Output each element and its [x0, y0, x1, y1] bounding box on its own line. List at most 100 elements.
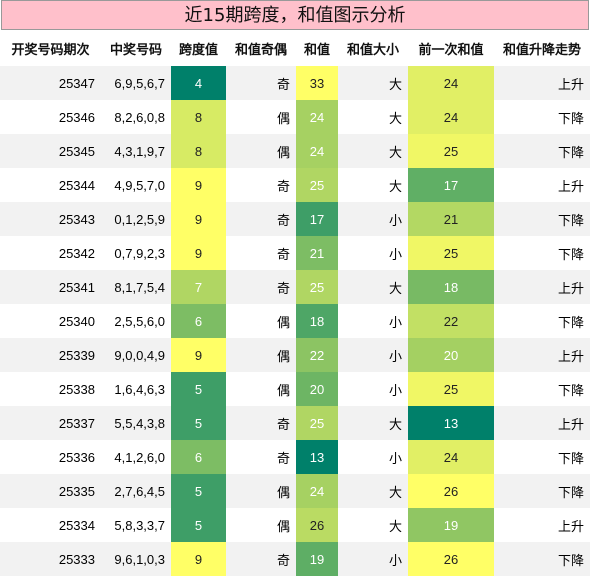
cell-span: 4 [171, 66, 226, 100]
cell-prev-sum: 24 [408, 66, 494, 100]
cell-numbers: 9,6,1,0,3 [101, 542, 171, 576]
table-row: 25341 8,1,7,5,4 7 奇 25 大 18 上升 [0, 270, 590, 304]
cell-sum: 24 [296, 474, 338, 508]
cell-numbers: 5,5,4,3,8 [101, 406, 171, 440]
cell-period: 25338 [0, 372, 101, 406]
cell-sum: 13 [296, 440, 338, 474]
header-parity: 和值奇偶 [226, 30, 296, 66]
cell-span: 8 [171, 100, 226, 134]
cell-prev-sum: 25 [408, 236, 494, 270]
cell-numbers: 8,2,6,0,8 [101, 100, 171, 134]
cell-size: 大 [338, 134, 408, 168]
cell-parity: 奇 [226, 202, 296, 236]
cell-trend: 下降 [494, 304, 590, 338]
cell-prev-sum: 24 [408, 440, 494, 474]
cell-sum: 25 [296, 406, 338, 440]
cell-numbers: 0,1,2,5,9 [101, 202, 171, 236]
cell-parity: 奇 [226, 406, 296, 440]
cell-parity: 偶 [226, 338, 296, 372]
cell-sum: 25 [296, 168, 338, 202]
header-numbers: 中奖号码 [101, 30, 171, 66]
cell-prev-sum: 25 [408, 372, 494, 406]
cell-period: 25333 [0, 542, 101, 576]
cell-numbers: 4,1,2,6,0 [101, 440, 171, 474]
cell-span: 9 [171, 338, 226, 372]
cell-size: 大 [338, 168, 408, 202]
cell-span: 9 [171, 542, 226, 576]
cell-parity: 偶 [226, 474, 296, 508]
cell-period: 25336 [0, 440, 101, 474]
cell-span: 9 [171, 202, 226, 236]
header-size: 和值大小 [338, 30, 408, 66]
cell-period: 25346 [0, 100, 101, 134]
cell-prev-sum: 13 [408, 406, 494, 440]
cell-sum: 19 [296, 542, 338, 576]
cell-size: 大 [338, 100, 408, 134]
cell-prev-sum: 26 [408, 474, 494, 508]
cell-trend: 下降 [494, 202, 590, 236]
cell-trend: 上升 [494, 270, 590, 304]
cell-prev-sum: 24 [408, 100, 494, 134]
cell-numbers: 1,6,4,6,3 [101, 372, 171, 406]
table-row: 25335 2,7,6,4,5 5 偶 24 大 26 下降 [0, 474, 590, 508]
table-row: 25347 6,9,5,6,7 4 奇 33 大 24 上升 [0, 66, 590, 100]
cell-trend: 上升 [494, 406, 590, 440]
cell-size: 大 [338, 66, 408, 100]
cell-sum: 20 [296, 372, 338, 406]
cell-sum: 33 [296, 66, 338, 100]
table-row: 25337 5,5,4,3,8 5 奇 25 大 13 上升 [0, 406, 590, 440]
cell-period: 25341 [0, 270, 101, 304]
cell-parity: 奇 [226, 542, 296, 576]
cell-parity: 偶 [226, 304, 296, 338]
cell-trend: 上升 [494, 508, 590, 542]
cell-parity: 偶 [226, 100, 296, 134]
cell-parity: 偶 [226, 372, 296, 406]
header-period: 开奖号码期次 [0, 30, 101, 66]
table-row: 25338 1,6,4,6,3 5 偶 20 小 25 下降 [0, 372, 590, 406]
cell-parity: 偶 [226, 508, 296, 542]
cell-parity: 奇 [226, 66, 296, 100]
cell-trend: 上升 [494, 338, 590, 372]
cell-prev-sum: 21 [408, 202, 494, 236]
table-title: 近15期跨度，和值图示分析 [1, 0, 589, 30]
cell-numbers: 0,7,9,2,3 [101, 236, 171, 270]
header-span: 跨度值 [171, 30, 226, 66]
cell-prev-sum: 25 [408, 134, 494, 168]
table-row: 25339 9,0,0,4,9 9 偶 22 小 20 上升 [0, 338, 590, 372]
cell-period: 25342 [0, 236, 101, 270]
cell-size: 大 [338, 508, 408, 542]
cell-prev-sum: 18 [408, 270, 494, 304]
header-row: 开奖号码期次 中奖号码 跨度值 和值奇偶 和值 和值大小 前一次和值 和值升降走… [0, 30, 590, 66]
cell-sum: 17 [296, 202, 338, 236]
table-row: 25336 4,1,2,6,0 6 奇 13 小 24 下降 [0, 440, 590, 474]
cell-span: 5 [171, 372, 226, 406]
cell-numbers: 9,0,0,4,9 [101, 338, 171, 372]
cell-size: 小 [338, 542, 408, 576]
cell-trend: 下降 [494, 542, 590, 576]
cell-sum: 24 [296, 134, 338, 168]
cell-trend: 上升 [494, 66, 590, 100]
cell-parity: 奇 [226, 236, 296, 270]
cell-period: 25337 [0, 406, 101, 440]
cell-trend: 上升 [494, 168, 590, 202]
cell-period: 25339 [0, 338, 101, 372]
cell-prev-sum: 20 [408, 338, 494, 372]
cell-span: 6 [171, 304, 226, 338]
cell-size: 小 [338, 202, 408, 236]
cell-numbers: 5,8,3,3,7 [101, 508, 171, 542]
cell-period: 25344 [0, 168, 101, 202]
cell-trend: 下降 [494, 236, 590, 270]
cell-sum: 18 [296, 304, 338, 338]
table-row: 25342 0,7,9,2,3 9 奇 21 小 25 下降 [0, 236, 590, 270]
cell-numbers: 8,1,7,5,4 [101, 270, 171, 304]
cell-prev-sum: 22 [408, 304, 494, 338]
cell-size: 小 [338, 236, 408, 270]
cell-sum: 25 [296, 270, 338, 304]
cell-trend: 下降 [494, 372, 590, 406]
cell-parity: 奇 [226, 440, 296, 474]
cell-size: 大 [338, 474, 408, 508]
cell-span: 5 [171, 474, 226, 508]
cell-span: 9 [171, 168, 226, 202]
header-prev-sum: 前一次和值 [408, 30, 494, 66]
cell-parity: 奇 [226, 168, 296, 202]
